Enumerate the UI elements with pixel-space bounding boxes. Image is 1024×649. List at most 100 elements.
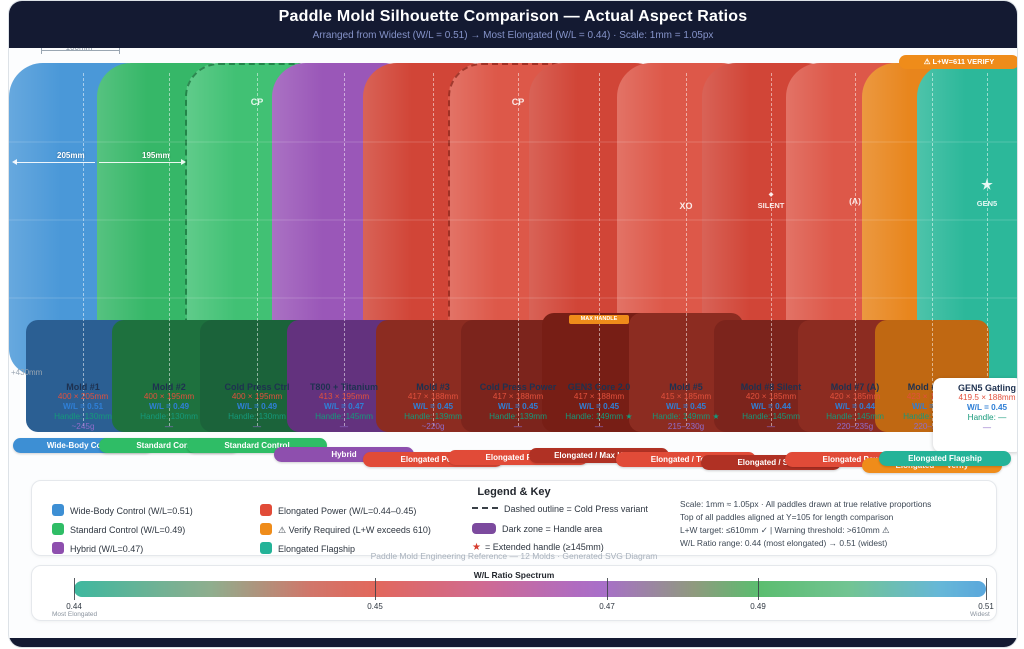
spectrum-label-049: 0.49 [750, 602, 766, 611]
mold-weight: — [766, 422, 776, 431]
coldpress-ctrl-cp-mark: CP [250, 97, 264, 107]
mold-handle: Handle: — [967, 413, 1007, 422]
dashed-outline-sample [472, 507, 498, 509]
mold-wl: W/L = 0.49 [236, 402, 278, 411]
centerline-coldpress-power [518, 73, 519, 426]
spectrum-sub-most-elongated: Most Elongated [52, 611, 98, 618]
mold-weight: — [339, 422, 349, 431]
teal-swatch [260, 542, 272, 554]
max-handle-badge: MAX HANDLE [569, 315, 629, 324]
centerline-mold2 [169, 73, 170, 426]
centerline-mold5 [686, 73, 687, 426]
mold-wl: W/L = 0.51 [62, 402, 104, 411]
mold-dims: 415 × 185mm [660, 392, 712, 401]
mold-handle: Handle: 130mm [54, 412, 112, 421]
centerline-mold8 [771, 73, 772, 426]
mold-weight: — [982, 423, 992, 432]
mold-dims: 400 × 205mm [57, 392, 109, 401]
mold8-silent-mark: SILENT [757, 201, 785, 210]
legend-note-ratio-range: W/L Ratio range: 0.44 (most elongated) →… [680, 538, 888, 548]
legend-key-label: Dashed outline = Cold Press variant [504, 504, 648, 514]
legend-item-label: Elongated Flagship [278, 544, 356, 554]
legend-note-alignment: Top of all paddles aligned at Y=105 for … [680, 512, 894, 522]
mold-wl: W/L = 0.47 [323, 402, 365, 411]
legend-item-label: Elongated Power (W/L=0.44–0.45) [278, 506, 417, 516]
mold-name: Cold Press Ctrl [224, 382, 290, 392]
purple-swatch [52, 542, 64, 554]
mold-label-mold1: Mold #1 400 × 205mm W/L = 0.51 Handle: 1… [17, 382, 149, 432]
legend-item-label: Wide-Body Control (W/L=0.51) [70, 506, 193, 516]
mold-handle: Handle: 130mm [140, 412, 198, 421]
centerline-mold7b [932, 73, 933, 426]
legend-item-label: ⚠ Verify Required (L+W exceeds 610) [278, 525, 431, 535]
centerline-t800 [344, 73, 345, 426]
mold-label-mold7a: Mold #7 (A) 420 × 185mm W/L = 0.44 Handl… [789, 382, 921, 432]
legend-item-label: Standard Control (W/L=0.49) [70, 525, 186, 535]
spectrum-label-051: 0.51 [978, 602, 994, 611]
dim-line-205 [15, 162, 95, 163]
gen5-mark: GEN5 [976, 199, 998, 208]
mold-dims: 420 × 185mm [829, 392, 881, 401]
mold-wl: W/L = 0.49 [148, 402, 190, 411]
footer-note: Paddle Mold Engineering Reference — 12 M… [370, 551, 658, 561]
mold-name: Mold #7 (A) [830, 382, 880, 392]
mold-name: Cold Press Power [479, 382, 557, 392]
mold-weight: — [594, 422, 604, 431]
mold-handle: Handle: 149mm ★ [652, 412, 720, 421]
mold-weight: 220–235g [913, 422, 951, 431]
mold-handle: Handle: 145mm [315, 412, 373, 421]
diagram-area: ⚠ L+W=611 VERIFY CP CP XO ◆ SILENT (A) ★… [9, 1, 1017, 476]
legend-key-label: = Extended handle (≥145mm) [484, 542, 604, 552]
verify-warning-badge: ⚠ L+W=611 VERIFY [899, 55, 1017, 69]
mold-dims: 417 × 188mm [492, 392, 544, 401]
mold-weight: 220–235g [836, 422, 874, 431]
mold-weight: — [513, 422, 523, 431]
dim-label-195: 195mm [142, 151, 170, 160]
spectrum-gradient-bar [74, 581, 986, 597]
mold-wl: W/L = 0.45 [578, 402, 620, 411]
legend-note-target: L+W target: ≤610mm ✓ | Warning threshold… [680, 525, 890, 535]
green-swatch [52, 523, 64, 535]
mold-weight: ~220g [421, 422, 445, 431]
title-bar: Paddle Mold Silhouette Comparison — Actu… [9, 1, 1017, 48]
mold-label-mold5: Mold #5 415 × 185mm W/L = 0.45 Handle: 1… [620, 382, 752, 432]
spectrum-label-047: 0.47 [599, 602, 615, 611]
mold-wl: W/L = 0.44 [750, 402, 792, 411]
mold-weight: 215–230g [667, 422, 705, 431]
mold-handle: Handle: 145mm [826, 412, 884, 421]
mold7a-a-mark: (A) [849, 196, 861, 206]
mold-label-coldpress-ctrl: Cold Press Ctrl 400 × 195mm W/L = 0.49 H… [191, 382, 323, 432]
mold-name: Mold #2 [152, 382, 186, 392]
mold-name: GEN5 Gatling [957, 383, 1016, 393]
legend-title: Legend & Key [477, 486, 551, 498]
gen5-label-card [933, 378, 1017, 452]
dim-label-205: 205mm [57, 151, 85, 160]
mold-name: GEN3 Core 2.0 [567, 382, 631, 392]
mold-weight: — [164, 422, 174, 431]
mold-wl: W/L = 0.45 [665, 402, 707, 411]
mold-label-coldpress-power: Cold Press Power 417 × 188mm W/L = 0.45 … [452, 382, 584, 432]
blue-swatch [52, 504, 64, 516]
mold-label-mold7b: Mold #7 (B) 423 × 188mm W/L = 0.44 Handl… [866, 382, 998, 432]
scale-ruler-tick-left [41, 46, 42, 54]
legend-item-hybrid: Hybrid (W/L=0.47) [52, 542, 143, 554]
mold-wl: W/L = 0.44 [911, 402, 953, 411]
centerline-coldpress-ctrl [257, 73, 258, 426]
dim-line-195 [99, 162, 181, 163]
red-swatch [260, 504, 272, 516]
star-icon: ★ [472, 542, 481, 553]
centerline-mold7a [855, 73, 856, 426]
centerline-mold1 [83, 73, 84, 426]
bottom-accent-bar [9, 638, 1017, 647]
page-subtitle: Arranged from Widest (W/L = 0.51) → Most… [312, 30, 714, 41]
mold-label-gen3: GEN3 Core 2.0 417 × 188mm W/L = 0.45 Han… [533, 382, 665, 432]
mold-wl: W/L = 0.45 [412, 402, 454, 411]
orange-swatch [260, 523, 272, 535]
legend-item-elongated-power: Elongated Power (W/L=0.44–0.45) [260, 504, 416, 516]
legend-item-verify: ⚠ Verify Required (L+W exceeds 610) [260, 523, 431, 535]
gridline-300mm [9, 297, 1017, 299]
mold-name: Mold #5 [669, 382, 703, 392]
mold-dims: 423 × 188mm [906, 392, 958, 401]
length-axis-marker: +430mm [11, 368, 43, 377]
spectrum-sub-widest: Widest [970, 611, 990, 618]
